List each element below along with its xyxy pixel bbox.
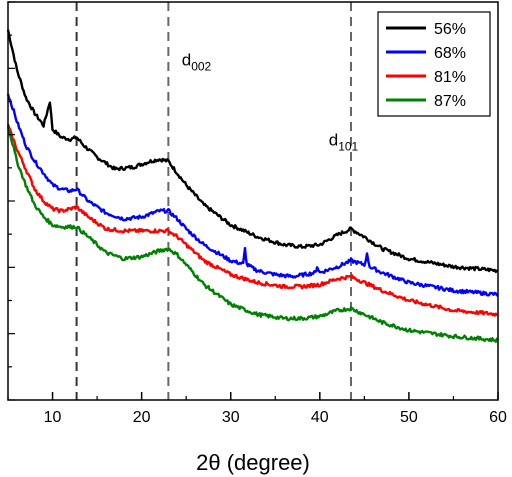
axes: 10 20 30 40 50 60 [7,1,507,426]
series-line-68% [6,93,499,297]
peak-annotation: d101 [329,130,359,153]
legend: 56% 68% 81% 87% [377,11,491,117]
x-tick-label: 50 [400,409,418,426]
x-tick-label: 30 [222,409,240,426]
legend-label: 68% [434,45,466,62]
peak-annotation: d002 [182,51,212,74]
series-line-56% [6,29,499,274]
series-lines [6,29,499,343]
x-axis-title: 2θ (degree) [196,450,310,475]
x-tick-label: 20 [133,409,151,426]
series-line-81% [6,123,499,317]
legend-label: 81% [434,69,466,86]
x-tick-label: 40 [311,409,329,426]
legend-label: 87% [434,93,466,110]
x-tick-label: 60 [489,409,507,426]
legend-label: 56% [434,21,466,38]
annotations: d002 d101 [182,51,359,154]
x-tick-label: 10 [44,409,62,426]
reference-lines [75,2,352,400]
series-line-87% [6,126,499,343]
